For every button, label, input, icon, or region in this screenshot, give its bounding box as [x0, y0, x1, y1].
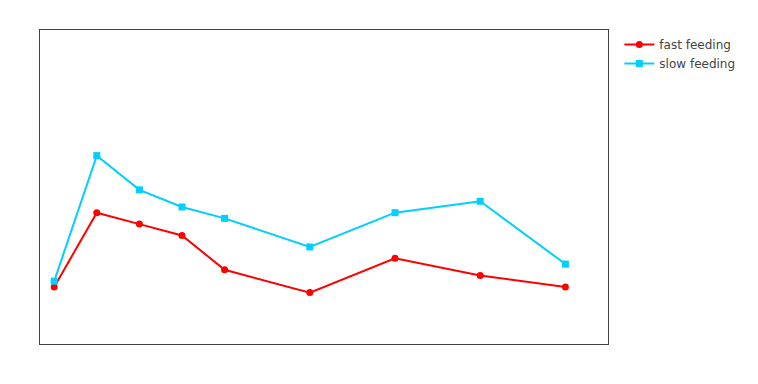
svg-text:slow feeding: slow feeding [659, 57, 735, 71]
svg-text:fast feeding: fast feeding [659, 38, 731, 52]
